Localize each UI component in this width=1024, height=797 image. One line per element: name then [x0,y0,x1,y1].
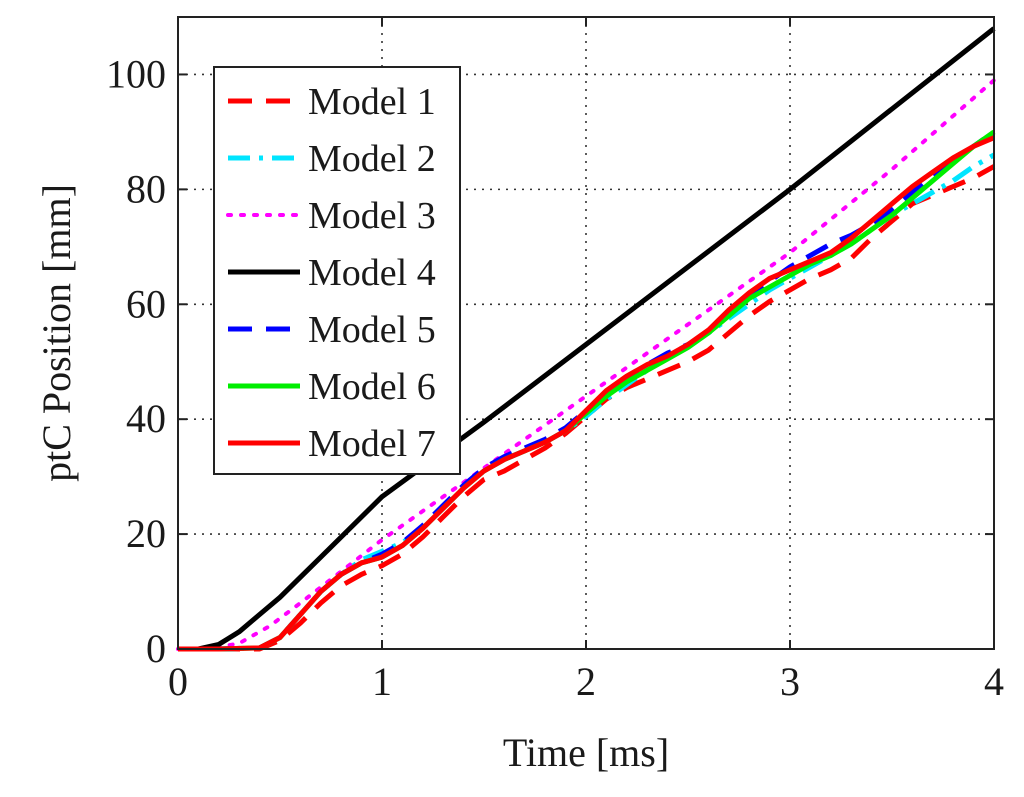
x-tick-label: 3 [780,659,800,704]
y-tick-label: 0 [146,626,166,671]
x-tick-label: 0 [168,659,188,704]
y-tick-label: 40 [126,396,166,441]
y-tick-label: 20 [126,511,166,556]
series-line-model-3 [176,78,996,651]
series-line-model-7 [178,135,995,652]
x-tick-label: 1 [372,659,392,704]
series-line-model-4 [178,26,996,652]
x-axis-label: Time [ms] [503,730,669,775]
legend-label-model-4: Model 4 [308,252,436,294]
legend-label-model-1: Model 1 [308,81,436,123]
y-tick-label: 60 [126,281,166,326]
legend: Model 1 Model 2 Model 3 Model 4 Model 5 Model… [213,66,461,475]
y-tick-label: 100 [106,51,166,96]
legend-label-model-5: Model 5 [308,309,436,351]
series-layer [176,26,996,652]
legend-label-model-2: Model 2 [308,138,436,180]
legend-label-model-3: Model 3 [308,195,436,237]
y-tick-label: 80 [126,166,166,211]
x-tick-label: 4 [984,659,1004,704]
y-axis-label: ptC Position [mm] [34,184,79,482]
x-tick-label: 2 [576,659,596,704]
legend-label-model-6: Model 6 [308,366,436,408]
legend-label-model-7: Model 7 [308,423,436,465]
